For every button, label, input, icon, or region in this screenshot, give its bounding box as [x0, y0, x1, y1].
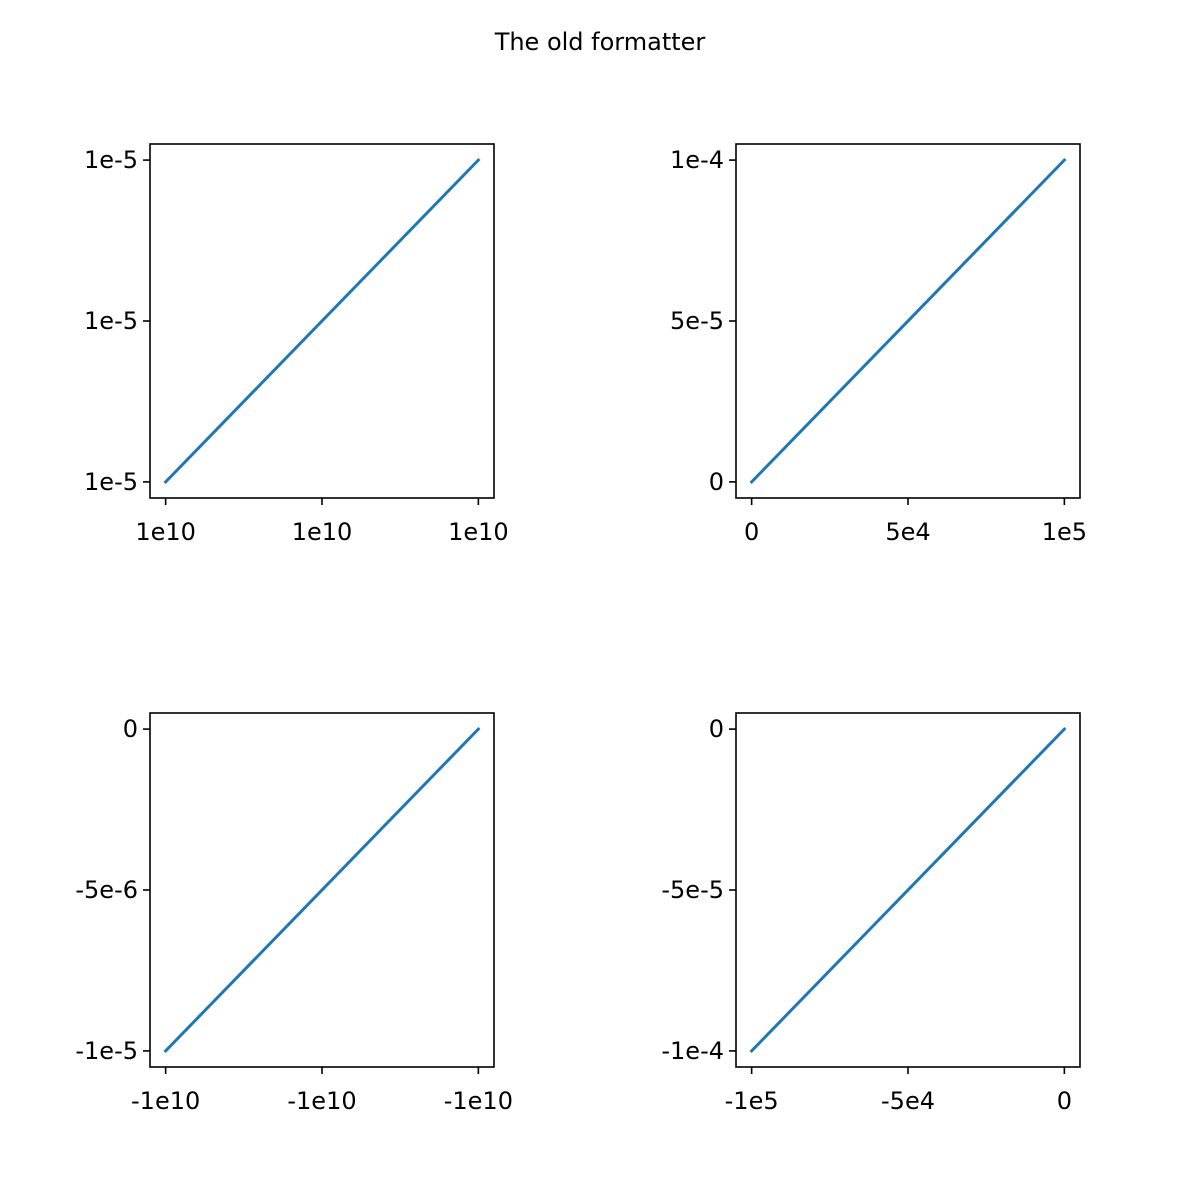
- x-tick-label: 0: [744, 518, 759, 546]
- series-line: [163, 157, 481, 485]
- subplot-bottom-right: -1e5 -5e4 0 -1e-4 -5e-5 0: [661, 712, 1081, 1115]
- x-tick-label: -1e10: [444, 1087, 513, 1115]
- x-tick-label: -1e10: [287, 1087, 356, 1115]
- x-tick-label: -5e4: [881, 1087, 935, 1115]
- y-tick-label: -5e-5: [661, 876, 724, 904]
- x-tick-label: 1e10: [448, 518, 509, 546]
- x-tick-label: 0: [1057, 1087, 1072, 1115]
- y-tick-label: 1e-5: [84, 146, 138, 174]
- y-tick-label: 0: [709, 715, 724, 743]
- figure-title: The old formatter: [494, 28, 706, 56]
- axes-layer: 1e10 1e10 1e10 1e-5 1e-5 1e-5 0 5e4 1e5 0 5e-5 1e-4…: [75, 143, 1087, 1115]
- series-line: [163, 726, 481, 1054]
- x-tick-label: -1e10: [131, 1087, 200, 1115]
- x-tick-label: 1e10: [135, 518, 196, 546]
- y-tick-label: -5e-6: [75, 876, 138, 904]
- y-tick-label: -1e-5: [75, 1037, 138, 1065]
- y-tick-label: 0: [709, 468, 724, 496]
- y-tick-label: 1e-4: [670, 146, 724, 174]
- y-tick-label: -1e-4: [661, 1037, 724, 1065]
- subplot-top-right: 0 5e4 1e5 0 5e-5 1e-4: [670, 143, 1087, 546]
- y-tick-label: 1e-5: [84, 468, 138, 496]
- y-tick-label: 5e-5: [670, 307, 724, 335]
- series-line: [749, 726, 1067, 1054]
- series-line: [749, 157, 1067, 485]
- y-tick-label: 0: [123, 715, 138, 743]
- subplot-bottom-left: -1e10 -1e10 -1e10 -1e-5 -5e-6 0: [75, 712, 513, 1115]
- subplot-top-left: 1e10 1e10 1e10 1e-5 1e-5 1e-5: [84, 143, 509, 546]
- x-tick-label: 1e5: [1042, 518, 1087, 546]
- x-tick-label: -1e5: [725, 1087, 779, 1115]
- x-tick-label: 1e10: [292, 518, 353, 546]
- y-tick-label: 1e-5: [84, 307, 138, 335]
- x-tick-label: 5e4: [885, 518, 930, 546]
